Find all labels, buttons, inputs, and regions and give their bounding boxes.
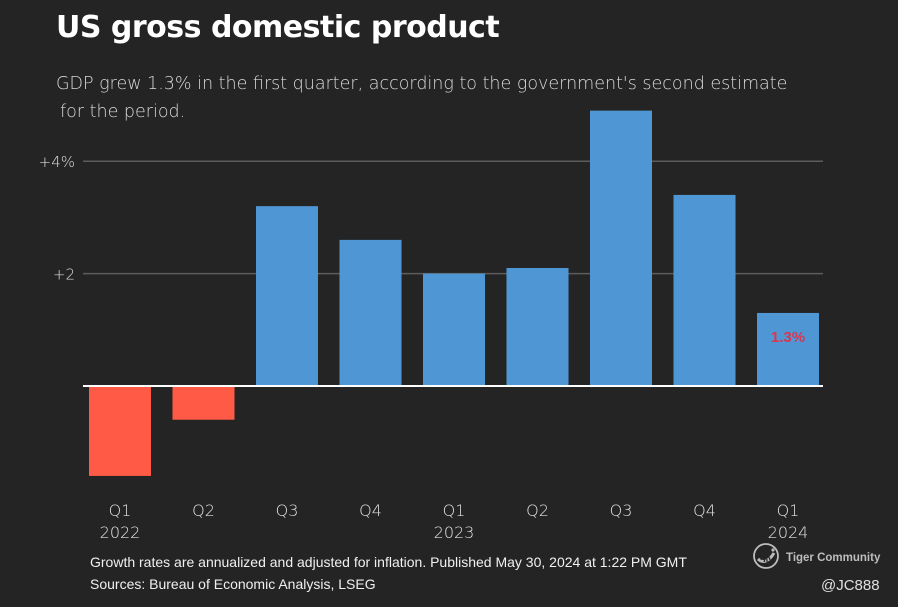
x-tick-year: 2022	[100, 523, 141, 542]
annotations: 1.3%	[771, 329, 805, 346]
x-tick-quarter: Q3	[610, 501, 633, 520]
bar	[506, 267, 569, 386]
subtitle-line-2: for the period.	[60, 102, 186, 122]
x-tick-quarter: Q1	[443, 501, 466, 520]
bar	[757, 312, 819, 386]
footer-note: Growth rates are annualized and adjusted…	[90, 554, 687, 570]
x-tick-year: 2023	[434, 523, 475, 542]
watermark-handle: @JC888	[821, 577, 880, 594]
x-axis-labels: Q1 2022 Q2 Q3 Q4 Q1 2023 Q2 Q3 Q4 Q1 2024	[100, 501, 809, 542]
footer-sources: Sources: Bureau of Economic Analysis, LS…	[90, 576, 376, 592]
watermark: Tiger Community	[752, 542, 880, 573]
bar	[590, 110, 652, 387]
bar	[673, 194, 736, 386]
x-tick-quarter: Q1	[109, 501, 132, 520]
y-tick-label: +4%	[39, 153, 75, 171]
chart-subtitle: GDP grew 1.3% in the first quarter, acco…	[56, 70, 796, 126]
bar	[172, 386, 235, 420]
x-tick-quarter: Q3	[276, 501, 299, 520]
x-tick-quarter: Q4	[693, 501, 716, 520]
x-tick-quarter: Q2	[526, 501, 549, 520]
x-tick-quarter: Q4	[359, 501, 382, 520]
subtitle-line-1: GDP grew 1.3% in the first quarter, acco…	[56, 74, 788, 94]
y-tick-label: +2	[53, 266, 75, 284]
chart-title: US gross domestic product	[56, 10, 500, 45]
bar	[339, 239, 402, 386]
data-label: 1.3%	[771, 329, 805, 346]
bar	[89, 386, 151, 476]
chart-footer: Growth rates are annualized and adjusted…	[90, 551, 687, 595]
x-tick-quarter: Q2	[192, 501, 215, 520]
bar	[423, 273, 485, 386]
y-axis-labels: +2 +4%	[39, 153, 75, 283]
bar	[256, 206, 318, 386]
x-tick-quarter: Q1	[777, 501, 800, 520]
bars	[89, 110, 819, 476]
watermark-brand: Tiger Community	[786, 551, 881, 564]
tiger-logo-icon	[752, 542, 780, 573]
x-tick-year: 2024	[768, 523, 809, 542]
